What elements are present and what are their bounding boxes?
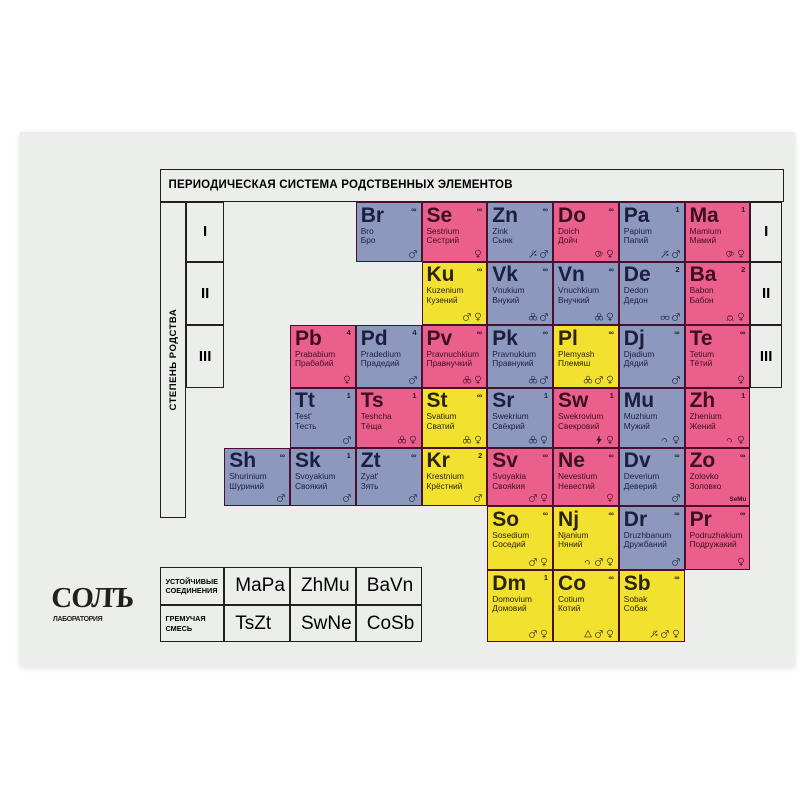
svg-text:СОЛЪ: СОЛЪ (52, 582, 134, 614)
svg-text:ЛАБОРАТОРИЯ: ЛАБОРАТОРИЯ (53, 614, 102, 623)
